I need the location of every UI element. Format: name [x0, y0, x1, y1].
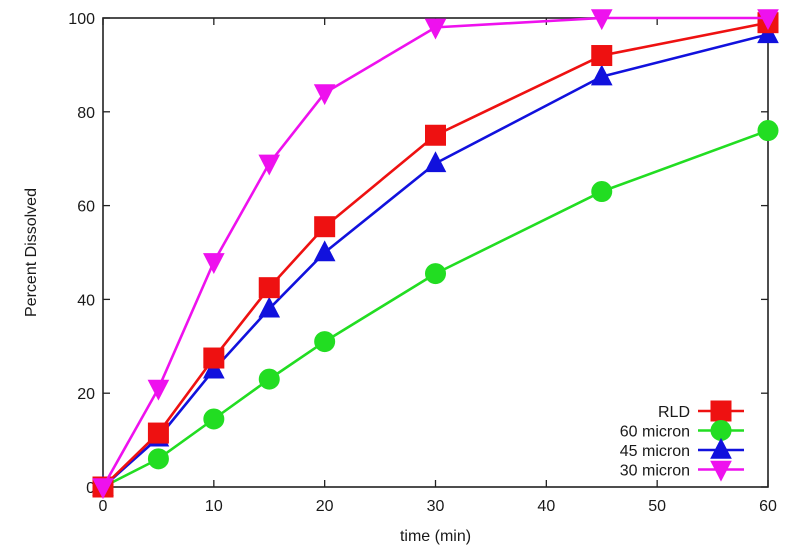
series-60-micron — [92, 120, 779, 498]
y-tick-label: 20 — [77, 386, 95, 403]
x-tick-label: 10 — [205, 498, 223, 515]
legend-marker — [710, 437, 732, 459]
y-tick-label: 60 — [77, 199, 95, 216]
data-point — [258, 154, 281, 176]
data-point — [314, 331, 336, 353]
data-point — [591, 45, 613, 67]
data-point — [424, 18, 447, 40]
data-point — [203, 347, 225, 369]
data-point — [591, 181, 613, 203]
data-point — [590, 9, 613, 31]
legend: RLD 60 micron 45 micron 30 micron — [620, 400, 744, 482]
data-point — [258, 277, 280, 299]
axis-ticks: 0 10 20 30 40 50 60 0 20 40 60 80 100 — [68, 11, 777, 515]
y-tick-label: 80 — [77, 105, 95, 122]
data-point — [313, 84, 336, 106]
series-line — [102, 129, 769, 489]
data-point — [92, 478, 114, 500]
y-tick-label: 0 — [86, 480, 95, 497]
series-rld — [92, 12, 779, 498]
data-point — [425, 124, 446, 146]
legend-marker — [710, 460, 732, 482]
data-point — [424, 151, 447, 173]
data-point — [313, 240, 336, 262]
data-point — [425, 263, 446, 285]
y-axis-label: Percent Dissolved — [23, 188, 40, 317]
plot-area-group: 0 10 20 30 40 50 60 0 20 40 60 80 100 RLD 60 micron 45… — [68, 9, 779, 515]
legend-label: 45 micron — [620, 443, 690, 460]
legend-label: 60 micron — [620, 424, 690, 441]
series-line — [101, 16, 768, 488]
legend-entry: 30 micron — [620, 460, 744, 482]
x-tick-label: 0 — [99, 498, 108, 515]
x-tick-label: 50 — [648, 498, 666, 515]
data-point — [258, 296, 281, 318]
data-point — [757, 120, 779, 142]
legend-entry: 45 micron — [620, 437, 744, 460]
x-axis-label: time (min) — [400, 528, 471, 545]
y-tick-label: 40 — [77, 292, 95, 309]
data-point — [147, 379, 170, 401]
data-point — [757, 9, 779, 31]
data-point — [147, 422, 169, 444]
legend-marker — [710, 400, 732, 422]
legend-entry: RLD — [658, 400, 744, 422]
x-tick-label: 20 — [316, 498, 334, 515]
legend-marker — [710, 420, 732, 441]
data-point — [147, 448, 169, 470]
data-point — [314, 216, 336, 238]
data-point — [203, 408, 225, 430]
series-layer — [92, 9, 779, 500]
legend-entry: 60 micron — [620, 420, 744, 441]
legend-label: RLD — [658, 404, 690, 421]
legend-label: 30 micron — [620, 463, 690, 480]
x-tick-label: 30 — [427, 498, 445, 515]
series-30-micron — [92, 9, 779, 500]
data-point — [590, 64, 613, 86]
x-tick-label: 40 — [537, 498, 555, 515]
series-line — [102, 21, 769, 488]
data-point — [258, 368, 280, 390]
x-tick-label: 60 — [759, 498, 777, 515]
y-tick-label: 100 — [68, 11, 95, 28]
data-point — [203, 253, 225, 274]
